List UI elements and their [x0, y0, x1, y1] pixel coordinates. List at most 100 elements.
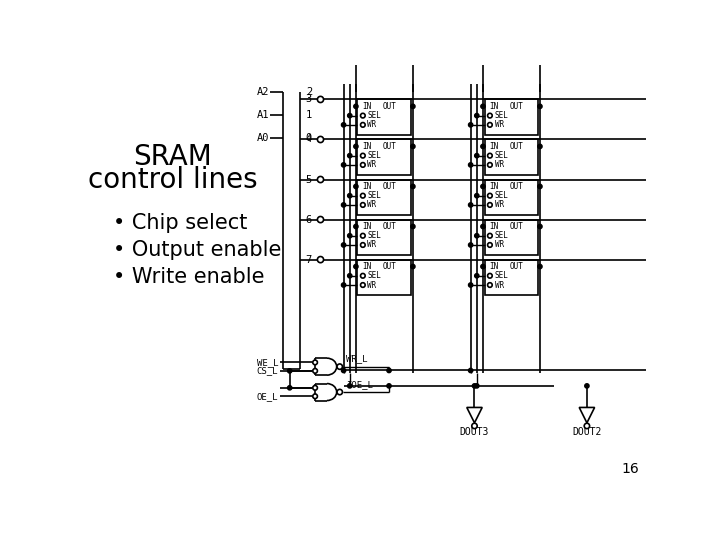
Circle shape [481, 184, 485, 188]
Circle shape [538, 265, 542, 269]
Circle shape [318, 177, 323, 183]
Text: WR: WR [495, 200, 504, 210]
Text: IN: IN [362, 182, 372, 191]
Bar [485, 220, 539, 255]
Text: 7: 7 [305, 255, 311, 265]
Circle shape [354, 144, 358, 148]
Bar [357, 99, 411, 135]
Circle shape [538, 184, 542, 188]
Text: 6: 6 [305, 214, 311, 225]
Circle shape [348, 384, 352, 388]
Circle shape [354, 224, 358, 228]
Text: SEL: SEL [495, 231, 508, 240]
Text: IOE_L: IOE_L [346, 380, 373, 389]
Circle shape [481, 104, 485, 109]
Circle shape [348, 113, 352, 118]
Circle shape [318, 217, 323, 222]
Bar [357, 139, 411, 175]
Bar [485, 99, 539, 135]
Text: OUT: OUT [510, 102, 523, 111]
Circle shape [472, 384, 477, 388]
Text: A0: A0 [256, 133, 269, 143]
Circle shape [538, 104, 542, 109]
Text: IN: IN [362, 142, 372, 151]
Circle shape [341, 283, 346, 287]
Text: WR: WR [367, 120, 377, 130]
Bar [357, 260, 411, 295]
Text: SEL: SEL [367, 151, 382, 160]
Circle shape [341, 243, 346, 247]
Text: WR: WR [367, 200, 377, 210]
Circle shape [361, 113, 365, 118]
Text: SRAM: SRAM [133, 143, 212, 171]
Circle shape [312, 360, 318, 364]
Text: WR: WR [367, 160, 377, 170]
Circle shape [361, 163, 365, 167]
Circle shape [312, 386, 318, 390]
Circle shape [341, 203, 346, 207]
Circle shape [354, 184, 358, 188]
Text: WR: WR [495, 240, 504, 249]
Circle shape [387, 384, 391, 388]
Circle shape [469, 123, 473, 127]
Circle shape [354, 104, 358, 109]
Circle shape [487, 242, 492, 247]
Text: SEL: SEL [495, 271, 508, 280]
Circle shape [481, 224, 485, 228]
Text: IN: IN [489, 182, 498, 191]
Circle shape [361, 123, 365, 127]
Text: A1: A1 [256, 110, 269, 120]
Text: • Write enable: • Write enable [113, 267, 265, 287]
Circle shape [318, 137, 323, 143]
Text: SEL: SEL [495, 191, 508, 200]
Circle shape [487, 123, 492, 127]
Text: OUT: OUT [510, 222, 523, 231]
Circle shape [487, 233, 492, 238]
Circle shape [287, 369, 292, 373]
Circle shape [361, 283, 365, 287]
Circle shape [337, 389, 343, 395]
Text: IN: IN [489, 262, 498, 271]
Text: SEL: SEL [495, 111, 508, 120]
Circle shape [487, 163, 492, 167]
Circle shape [474, 384, 479, 388]
Text: • Chip select: • Chip select [113, 213, 248, 233]
Text: IN: IN [362, 222, 372, 231]
Circle shape [469, 203, 473, 207]
Circle shape [361, 273, 365, 278]
Circle shape [487, 283, 492, 287]
Text: SEL: SEL [495, 151, 508, 160]
Text: 0: 0 [306, 133, 312, 143]
Text: WR: WR [495, 280, 504, 289]
Text: SEL: SEL [367, 231, 382, 240]
Circle shape [410, 104, 415, 109]
Circle shape [538, 224, 542, 228]
Circle shape [410, 144, 415, 148]
Text: WR_L: WR_L [346, 355, 367, 363]
Circle shape [410, 224, 415, 228]
Circle shape [474, 274, 479, 278]
Text: OUT: OUT [383, 262, 397, 271]
Circle shape [474, 193, 479, 198]
Circle shape [487, 273, 492, 278]
Circle shape [410, 265, 415, 269]
Circle shape [361, 202, 365, 207]
Circle shape [348, 234, 352, 238]
Circle shape [469, 163, 473, 167]
Text: 5: 5 [305, 174, 311, 185]
Text: A2: A2 [256, 87, 269, 97]
Circle shape [481, 265, 485, 269]
Text: DOUT2: DOUT2 [572, 427, 602, 437]
Text: OUT: OUT [383, 222, 397, 231]
Circle shape [348, 193, 352, 198]
Text: • Output enable: • Output enable [113, 240, 282, 260]
Circle shape [487, 153, 492, 158]
Text: IN: IN [489, 102, 498, 111]
Text: 4: 4 [305, 134, 311, 145]
Circle shape [474, 234, 479, 238]
Text: IN: IN [489, 222, 498, 231]
Text: WR: WR [495, 120, 504, 130]
Circle shape [538, 144, 542, 148]
Circle shape [584, 423, 590, 429]
Circle shape [487, 193, 492, 198]
